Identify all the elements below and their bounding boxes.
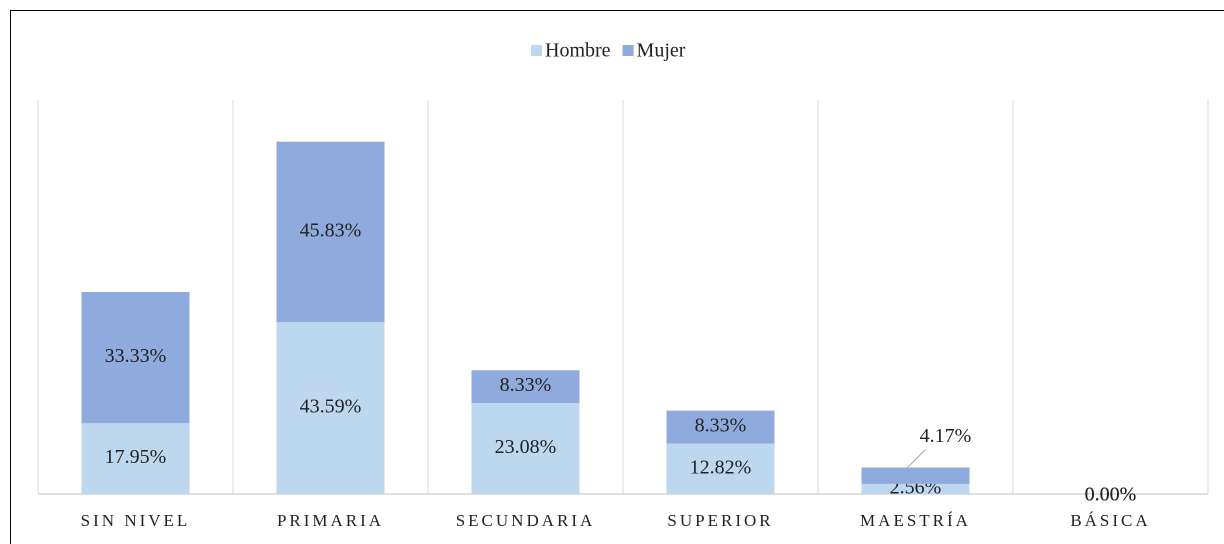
frame bbox=[10, 10, 1224, 544]
x-tick-label: SUPERIOR bbox=[667, 511, 773, 530]
bar-segment bbox=[276, 322, 385, 494]
bar-segment bbox=[276, 141, 385, 323]
data-label: 45.83% bbox=[300, 220, 362, 242]
data-label: 33.33% bbox=[105, 345, 167, 367]
x-tick-label: SECUNDARIA bbox=[456, 511, 596, 530]
data-label: 8.33% bbox=[695, 415, 747, 437]
data-label: 0.00% bbox=[1085, 484, 1137, 506]
bar-segment bbox=[666, 410, 775, 444]
legend-swatch bbox=[531, 45, 542, 56]
legend-label: Hombre bbox=[545, 40, 611, 62]
data-label: 12.82% bbox=[690, 456, 752, 478]
bar-segment bbox=[471, 370, 580, 404]
leader-line bbox=[905, 449, 926, 470]
bar-segment bbox=[666, 443, 775, 494]
bar-segment bbox=[81, 423, 190, 494]
legend-swatch bbox=[622, 45, 634, 56]
x-tick-label: MAESTRÍA bbox=[860, 511, 971, 530]
bar-segment bbox=[81, 291, 190, 424]
bar-segment bbox=[861, 467, 970, 484]
data-label: 4.17% bbox=[920, 425, 972, 447]
data-label: 8.33% bbox=[500, 374, 552, 396]
data-label: 23.08% bbox=[495, 436, 557, 458]
data-label: 0.00% bbox=[1085, 484, 1137, 506]
bar-segment bbox=[861, 483, 970, 494]
x-tick-label: PRIMARIA bbox=[277, 511, 384, 530]
data-label: 17.95% bbox=[105, 446, 167, 468]
bar-segment bbox=[471, 403, 580, 494]
x-tick-label: BÁSICA bbox=[1070, 511, 1150, 530]
x-tick-label: SIN NIVEL bbox=[81, 511, 191, 530]
data-label: 43.59% bbox=[300, 396, 362, 418]
legend-label: Mujer bbox=[637, 40, 686, 62]
